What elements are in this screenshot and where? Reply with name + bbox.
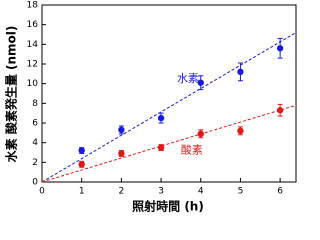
y-tick-label: 10 <box>27 79 39 89</box>
point <box>78 147 85 154</box>
y-tick-label: 4 <box>32 138 38 148</box>
y-tick-label: 8 <box>32 99 38 109</box>
point <box>78 161 85 168</box>
point <box>197 130 204 138</box>
x-tick-label: 1 <box>79 187 85 197</box>
y-tick-label: 2 <box>32 158 38 168</box>
y-tick-label: 14 <box>27 40 39 50</box>
plot-frame <box>41 4 297 183</box>
y-tick-label: 12 <box>27 60 38 70</box>
point <box>118 150 125 157</box>
point <box>276 45 284 52</box>
x-tick-label: 4 <box>198 187 204 197</box>
series-label: 水素 <box>177 72 199 85</box>
y-tick-label: 0 <box>32 178 38 188</box>
point <box>197 79 204 86</box>
x-tick-label: 3 <box>158 187 164 197</box>
point <box>157 144 165 151</box>
y-tick-label: 6 <box>32 119 38 129</box>
point <box>237 68 244 76</box>
series-label: 酸素 <box>181 143 203 157</box>
x-tick-label: 5 <box>238 187 244 197</box>
y-tick-label: 18 <box>27 1 39 11</box>
point <box>276 107 284 114</box>
x-tick-label: 0 <box>39 187 45 197</box>
point <box>118 126 125 134</box>
point <box>237 127 244 135</box>
y-tick-label: 16 <box>27 20 39 30</box>
point <box>157 114 165 122</box>
y-axis-title: 水素 酸素発生量 (nmol) <box>4 26 19 163</box>
x-tick-label: 2 <box>119 187 125 197</box>
x-tick-label: 6 <box>277 187 283 197</box>
fit-line <box>41 104 297 183</box>
x-axis-title: 照射時間 (h) <box>132 199 204 214</box>
fit-line <box>41 32 297 183</box>
chart: 照射時間 (h) 水素 酸素発生量 (nmol) 024681012141618… <box>4 1 297 214</box>
